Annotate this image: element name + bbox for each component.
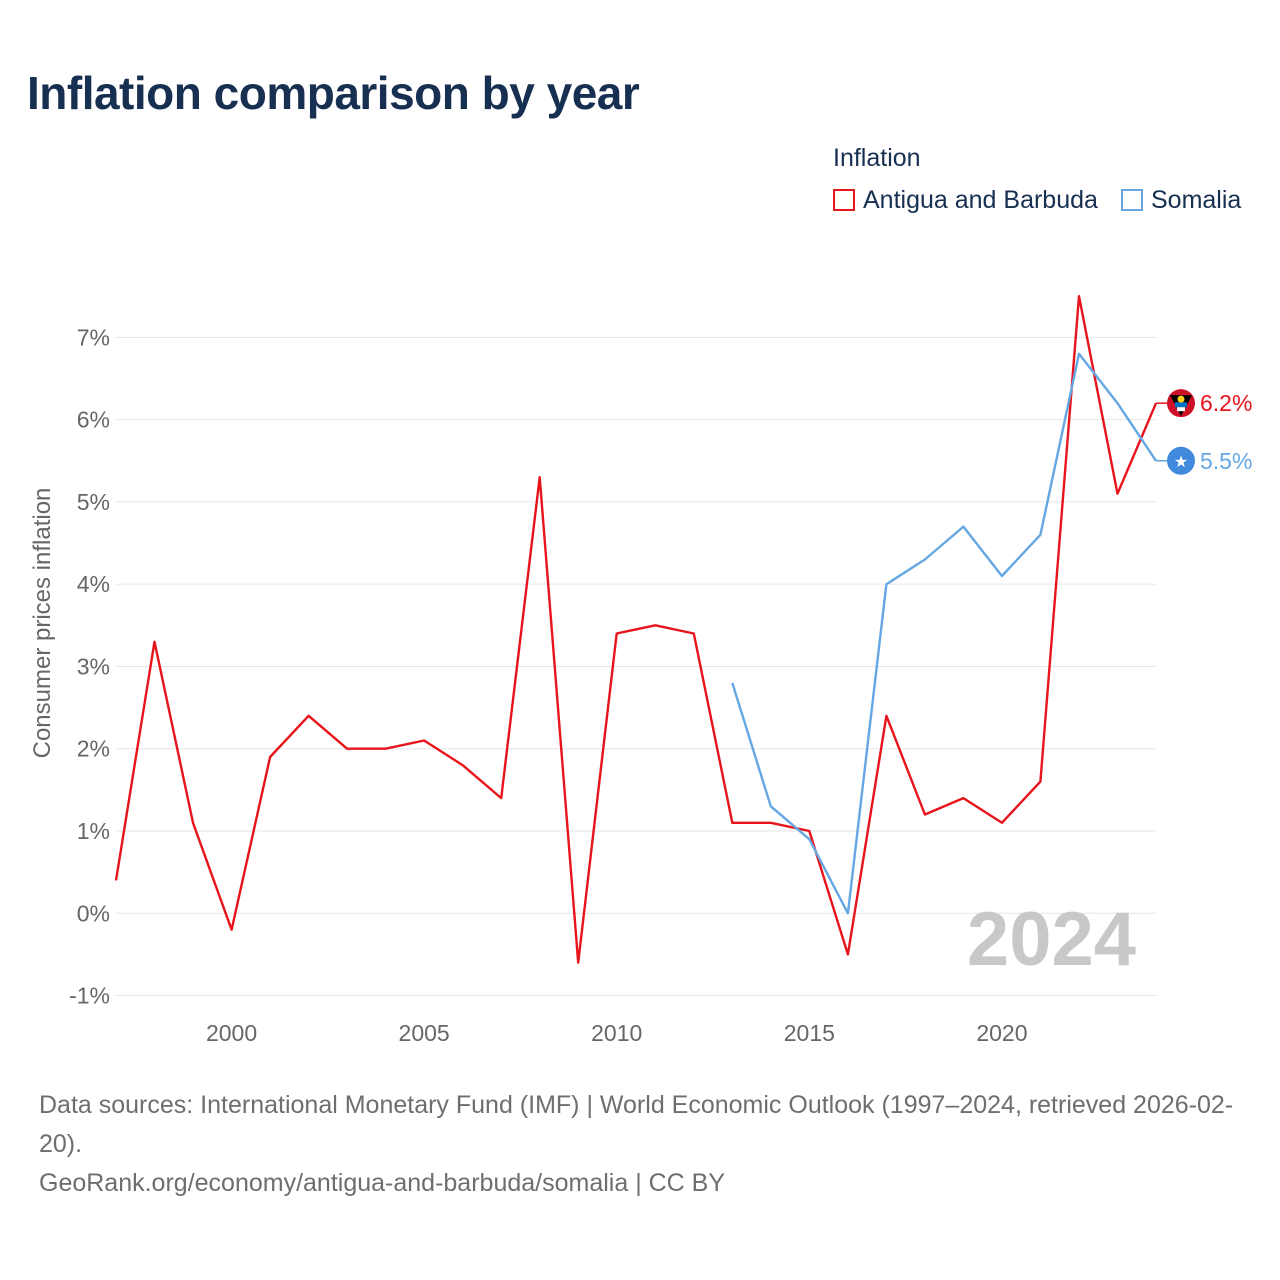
- y-tick-label: 2%: [77, 736, 110, 762]
- antigua-flag-sun: [1177, 395, 1185, 403]
- y-tick-label: 5%: [77, 489, 110, 515]
- antigua-flag-stripe: [1175, 402, 1187, 408]
- somalia-flag-icon: [1167, 446, 1195, 475]
- watermark-year: 2024: [967, 897, 1136, 982]
- legend-label-somalia: Somalia: [1151, 185, 1242, 214]
- x-tick-label: 2005: [399, 1020, 450, 1046]
- y-tick-label: 0%: [77, 900, 110, 926]
- data-sources-text: Data sources: International Monetary Fun…: [39, 1091, 1234, 1158]
- series-line-1: [731, 352, 1157, 915]
- x-tick-label: 2020: [976, 1020, 1027, 1046]
- legend-swatch-somalia: [1121, 189, 1143, 211]
- y-tick-label: 7%: [77, 324, 110, 350]
- chart-title: Inflation comparison by year: [27, 67, 640, 119]
- somalia-flag-star: ★: [1174, 452, 1188, 471]
- footer: Data sources: International Monetary Fun…: [39, 1086, 1249, 1203]
- y-tick-label: -1%: [69, 983, 110, 1009]
- x-tick-label: 2010: [591, 1020, 642, 1046]
- y-tick-label: 3%: [77, 653, 110, 679]
- x-tick-label: 2015: [784, 1020, 835, 1046]
- antigua-flag-white: [1177, 407, 1185, 412]
- y-tick-label: 6%: [77, 407, 110, 433]
- source-link[interactable]: GeoRank.org/economy/antigua-and-barbuda/…: [39, 1169, 726, 1197]
- line-chart: -1% 0% 1% 2% 3% 4% 5% 6% 7% 2000 2005 2010 2015 2020 C…: [29, 295, 1252, 1046]
- legend-item-antigua[interactable]: Antigua and Barbuda: [833, 186, 1098, 214]
- y-axis-label: Consumer prices inflation: [29, 488, 56, 759]
- legend-title: Inflation: [833, 144, 921, 172]
- y-tick-label: 1%: [77, 818, 110, 844]
- legend-swatch-antigua: [833, 189, 855, 211]
- y-tick-label: 4%: [77, 571, 110, 597]
- end-value-label: 5.5%: [1200, 448, 1252, 474]
- end-value-label: 6.2%: [1200, 390, 1252, 416]
- x-tick-label: 2000: [206, 1020, 257, 1046]
- series-line-0: [114, 295, 1158, 964]
- legend-item-somalia[interactable]: Somalia: [1121, 186, 1241, 214]
- legend-label-antigua: Antigua and Barbuda: [863, 185, 1098, 214]
